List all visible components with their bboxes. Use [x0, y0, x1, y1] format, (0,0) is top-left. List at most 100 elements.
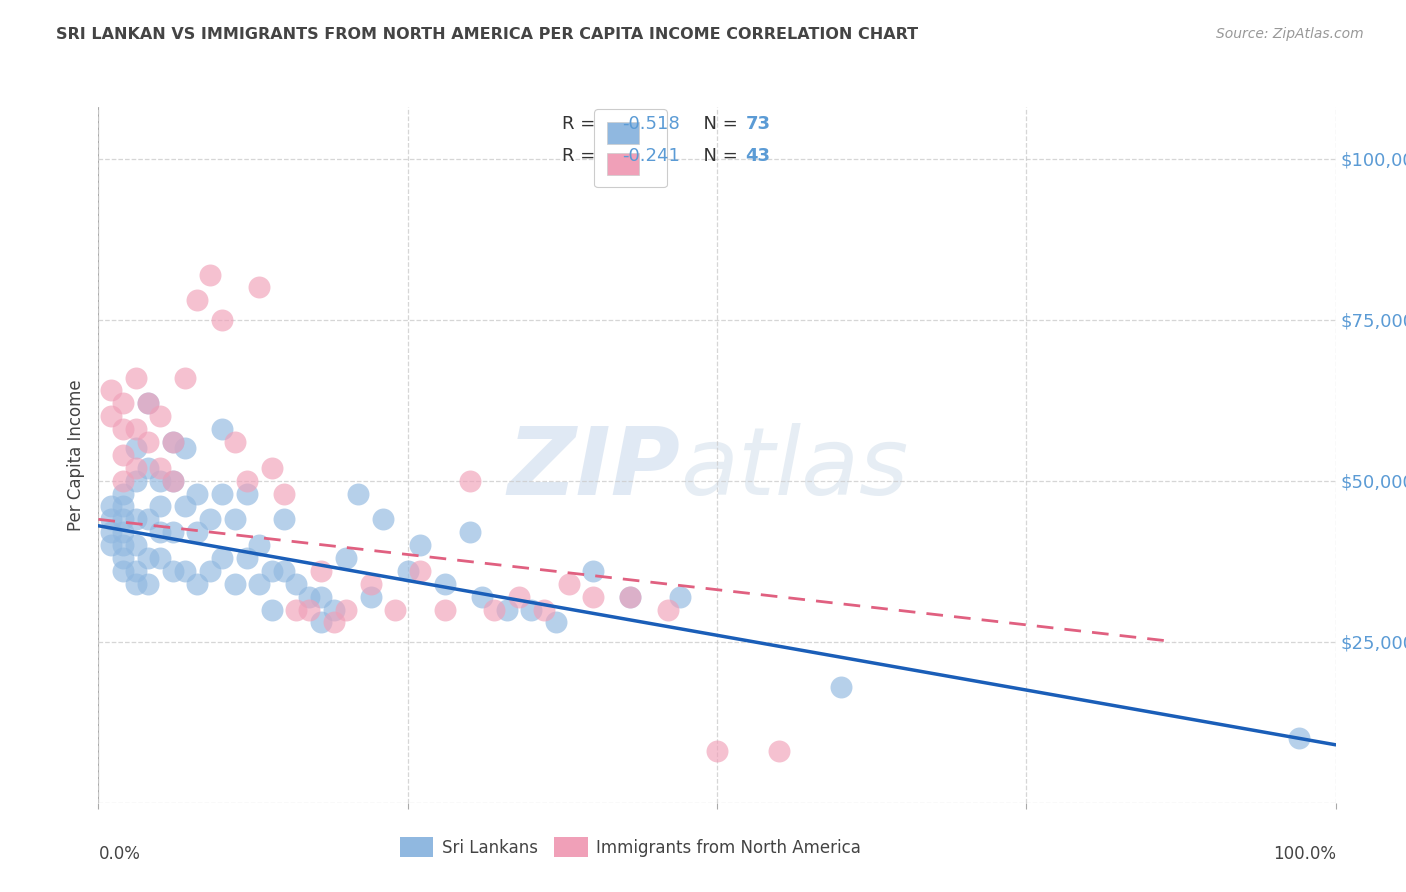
- Point: [136, 396, 159, 410]
- Point: [247, 280, 270, 294]
- Point: [186, 576, 208, 591]
- Point: [484, 602, 506, 616]
- Y-axis label: Per Capita Income: Per Capita Income: [67, 379, 86, 531]
- Text: R =: R =: [562, 147, 602, 165]
- Point: [149, 474, 172, 488]
- Point: [335, 551, 357, 566]
- Point: [768, 744, 790, 758]
- Point: [136, 576, 159, 591]
- Point: [458, 474, 481, 488]
- Point: [285, 602, 308, 616]
- Point: [112, 474, 135, 488]
- Point: [396, 564, 419, 578]
- Point: [112, 396, 135, 410]
- Point: [136, 396, 159, 410]
- Point: [533, 602, 555, 616]
- Point: [409, 538, 432, 552]
- Point: [1288, 731, 1310, 746]
- Point: [136, 460, 159, 475]
- Point: [706, 744, 728, 758]
- Point: [619, 590, 641, 604]
- Point: [360, 576, 382, 591]
- Point: [124, 512, 146, 526]
- Point: [198, 512, 221, 526]
- Point: [124, 474, 146, 488]
- Point: [360, 590, 382, 604]
- Point: [211, 486, 233, 500]
- Text: atlas: atlas: [681, 424, 908, 515]
- Point: [186, 525, 208, 540]
- Point: [273, 486, 295, 500]
- Point: [112, 551, 135, 566]
- Point: [149, 525, 172, 540]
- Point: [285, 576, 308, 591]
- Point: [174, 370, 197, 384]
- Point: [669, 590, 692, 604]
- Text: N =: N =: [692, 115, 744, 134]
- Point: [236, 486, 259, 500]
- Point: [112, 448, 135, 462]
- Point: [136, 512, 159, 526]
- Point: [371, 512, 394, 526]
- Point: [149, 500, 172, 514]
- Point: [247, 538, 270, 552]
- Point: [186, 486, 208, 500]
- Point: [582, 590, 605, 604]
- Point: [162, 435, 184, 450]
- Point: [546, 615, 568, 630]
- Point: [100, 525, 122, 540]
- Point: [298, 602, 321, 616]
- Point: [322, 615, 344, 630]
- Text: Source: ZipAtlas.com: Source: ZipAtlas.com: [1216, 27, 1364, 41]
- Point: [162, 564, 184, 578]
- Point: [273, 564, 295, 578]
- Point: [298, 590, 321, 604]
- Point: [162, 474, 184, 488]
- Point: [247, 576, 270, 591]
- Point: [322, 602, 344, 616]
- Text: N =: N =: [692, 147, 744, 165]
- Point: [224, 435, 246, 450]
- Point: [186, 293, 208, 308]
- Point: [433, 576, 456, 591]
- Point: [198, 268, 221, 282]
- Text: SRI LANKAN VS IMMIGRANTS FROM NORTH AMERICA PER CAPITA INCOME CORRELATION CHART: SRI LANKAN VS IMMIGRANTS FROM NORTH AMER…: [56, 27, 918, 42]
- Point: [100, 384, 122, 398]
- Point: [100, 500, 122, 514]
- Point: [347, 486, 370, 500]
- Point: [124, 442, 146, 456]
- Point: [162, 525, 184, 540]
- Point: [236, 474, 259, 488]
- Point: [149, 409, 172, 424]
- Text: ZIP: ZIP: [508, 423, 681, 515]
- Text: 100.0%: 100.0%: [1272, 845, 1336, 863]
- Point: [174, 564, 197, 578]
- Point: [149, 551, 172, 566]
- Point: [433, 602, 456, 616]
- Point: [657, 602, 679, 616]
- Point: [136, 551, 159, 566]
- Point: [384, 602, 406, 616]
- Point: [162, 474, 184, 488]
- Point: [273, 512, 295, 526]
- Point: [211, 551, 233, 566]
- Point: [619, 590, 641, 604]
- Point: [309, 590, 332, 604]
- Point: [224, 576, 246, 591]
- Point: [100, 512, 122, 526]
- Point: [260, 564, 283, 578]
- Point: [198, 564, 221, 578]
- Point: [124, 422, 146, 436]
- Point: [124, 576, 146, 591]
- Point: [100, 538, 122, 552]
- Text: 73: 73: [745, 115, 770, 134]
- Point: [162, 435, 184, 450]
- Point: [124, 370, 146, 384]
- Legend: Sri Lankans, Immigrants from North America: Sri Lankans, Immigrants from North Ameri…: [394, 830, 868, 864]
- Text: 0.0%: 0.0%: [98, 845, 141, 863]
- Point: [136, 435, 159, 450]
- Point: [112, 538, 135, 552]
- Point: [112, 525, 135, 540]
- Point: [508, 590, 530, 604]
- Point: [124, 538, 146, 552]
